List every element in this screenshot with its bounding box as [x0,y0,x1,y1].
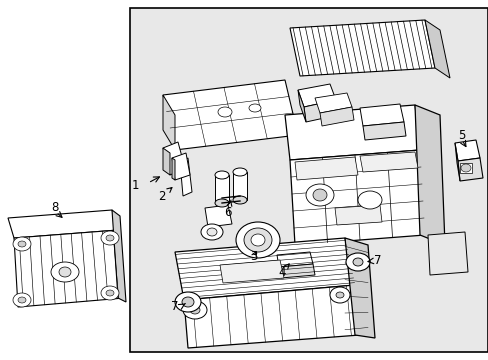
Ellipse shape [190,306,200,314]
Polygon shape [345,238,374,338]
Polygon shape [297,84,335,107]
Polygon shape [334,205,381,225]
Polygon shape [172,153,190,180]
Polygon shape [427,232,467,275]
Ellipse shape [335,292,343,298]
Ellipse shape [248,104,261,112]
Ellipse shape [218,107,231,117]
Text: 4: 4 [278,264,288,279]
Ellipse shape [182,297,194,307]
Ellipse shape [244,228,271,252]
Ellipse shape [232,196,246,204]
Polygon shape [362,122,405,140]
Ellipse shape [206,228,217,236]
Polygon shape [294,157,357,180]
Polygon shape [319,107,353,126]
Ellipse shape [352,258,362,266]
Polygon shape [304,100,337,122]
Polygon shape [454,143,459,181]
Ellipse shape [329,287,349,303]
Polygon shape [414,105,444,245]
Polygon shape [180,158,192,196]
Ellipse shape [175,292,201,312]
Text: 3: 3 [250,249,257,262]
Polygon shape [163,80,297,150]
Polygon shape [457,158,482,181]
Bar [459,163,471,173]
Polygon shape [172,158,175,180]
Ellipse shape [59,267,71,277]
Polygon shape [175,238,354,300]
Ellipse shape [232,168,246,176]
Text: 7: 7 [171,301,179,314]
Bar [130,8,487,352]
Ellipse shape [101,286,119,300]
Text: 7: 7 [373,253,381,266]
Polygon shape [359,104,403,126]
Polygon shape [220,260,284,283]
Text: 5: 5 [457,129,465,141]
Ellipse shape [13,237,31,251]
Text: 1: 1 [131,179,139,192]
Bar [215,175,228,203]
Ellipse shape [106,235,114,241]
Bar [232,172,246,200]
Polygon shape [8,210,118,238]
Polygon shape [14,230,124,307]
Ellipse shape [346,253,369,271]
Polygon shape [289,150,424,245]
Ellipse shape [312,189,326,201]
Polygon shape [276,252,312,267]
Polygon shape [183,285,359,348]
Polygon shape [359,152,417,172]
Ellipse shape [13,293,31,307]
Text: 8: 8 [51,201,59,213]
Text: 6: 6 [224,200,231,219]
Polygon shape [204,205,231,227]
Ellipse shape [305,184,333,206]
Ellipse shape [201,224,223,240]
Ellipse shape [215,199,228,207]
Ellipse shape [236,222,280,258]
Ellipse shape [183,301,206,319]
Polygon shape [112,210,126,302]
Ellipse shape [101,231,119,245]
Polygon shape [314,93,351,113]
Ellipse shape [18,297,26,303]
Polygon shape [163,148,170,175]
Polygon shape [424,20,449,78]
Ellipse shape [18,241,26,247]
Ellipse shape [357,191,381,209]
Ellipse shape [250,234,264,246]
Ellipse shape [460,164,470,172]
Polygon shape [285,105,419,160]
Text: 2: 2 [158,188,172,202]
Ellipse shape [106,290,114,296]
Polygon shape [289,20,434,76]
Polygon shape [297,90,305,122]
Polygon shape [454,140,479,161]
Polygon shape [163,142,184,175]
Polygon shape [279,264,314,278]
Polygon shape [163,95,175,150]
Ellipse shape [51,262,79,282]
Ellipse shape [215,171,228,179]
